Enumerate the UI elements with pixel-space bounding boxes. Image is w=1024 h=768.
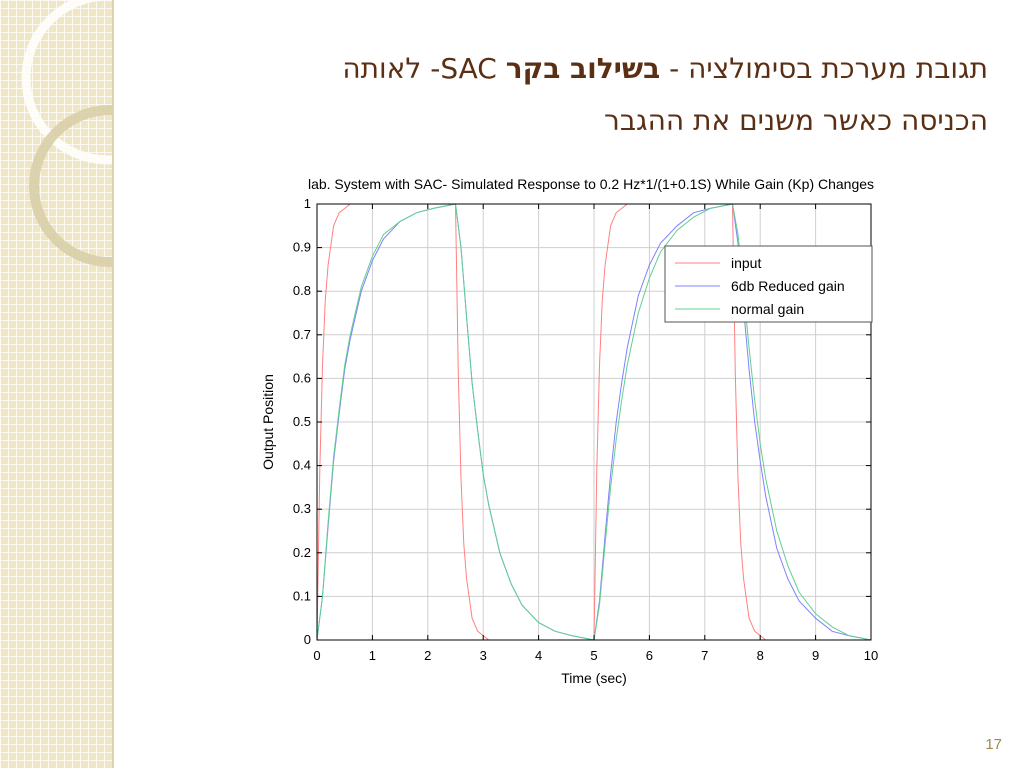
title-text-part: תגובת מערכת בסימולציה - [669,52,988,85]
y-tick-label: 0.8 [293,283,311,298]
y-tick-label: 0.3 [293,501,311,516]
y-tick-label: 0.7 [293,327,311,342]
y-tick-label: 0.5 [293,414,311,429]
legend-label: input [731,255,761,271]
title-text-bold: בשילוב בקר [505,52,661,85]
x-tick-label: 2 [424,648,431,663]
y-tick-label: 0.4 [293,458,311,473]
x-tick-label: 3 [480,648,487,663]
x-tick-label: 0 [313,648,320,663]
decorative-circles [21,0,112,267]
y-tick-label: 0.6 [293,370,311,385]
slide-title-line-2: הכניסה כאשר משנים את ההגבר [604,104,988,137]
x-tick-label: 1 [369,648,376,663]
y-tick-label: 0.9 [293,240,311,255]
page-number: 17 [985,736,1002,753]
x-tick-label: 6 [646,648,653,663]
line-chart: 0 1 2 3 4 5 6 7 8 9 10 0 0.1 0.2 0.3 0.4 0.5 0.6 0.7 0.8 0.9… [260,176,878,686]
y-tick-label: 1 [304,196,311,211]
legend-label: 6db Reduced gain [731,278,845,294]
chart-title: lab. System with SAC- Simulated Response… [308,176,874,192]
x-axis-label: Time (sec) [561,670,627,686]
x-tick-label: 5 [590,648,597,663]
y-tick-label: 0 [304,632,311,647]
x-tick-label: 9 [812,648,819,663]
decorative-sidebar [0,0,114,768]
chart-ticks: 0 1 2 3 4 5 6 7 8 9 10 0 0.1 0.2 0.3 0.4 0.5 0.6 0.7 0.8 0.9… [293,196,878,663]
chart-legend: input 6db Reduced gain normal gain [664,245,873,323]
y-tick-label: 0.2 [293,545,311,560]
x-tick-label: 4 [535,648,542,663]
x-tick-label: 8 [757,648,764,663]
legend-label: normal gain [731,301,804,317]
y-axis-label: Output Position [260,374,276,470]
title-text-part: SAC- לאותה [342,52,497,85]
y-tick-label: 0.1 [293,588,311,603]
x-tick-label: 7 [701,648,708,663]
slide-title-line-1: תגובת מערכת בסימולציה - בשילוב בקר SAC- … [342,52,988,85]
x-tick-label: 10 [864,648,878,663]
